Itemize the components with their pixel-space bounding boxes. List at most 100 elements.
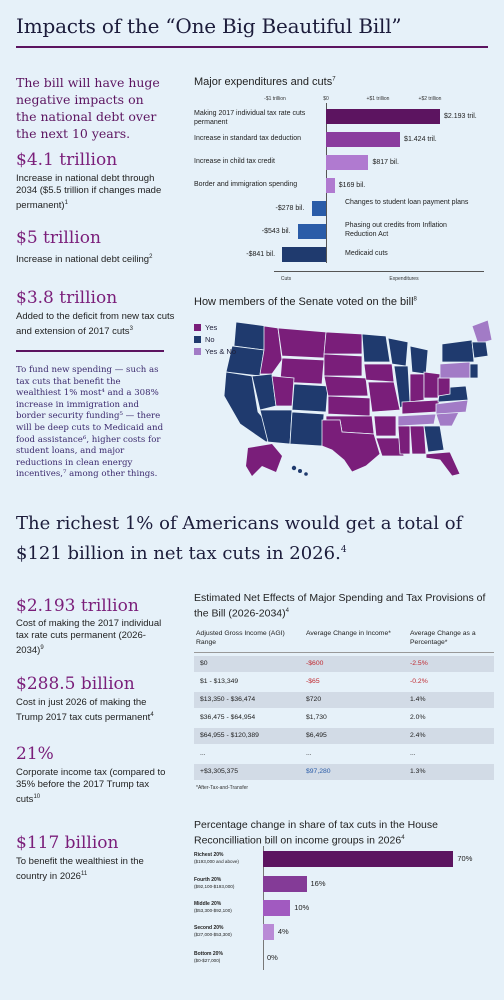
state-south-dakota [323, 353, 363, 377]
value-label-child-tax-credit: $817 bil. [372, 159, 399, 166]
table-cell: ... [306, 750, 312, 757]
share-value-label: 70% [457, 854, 473, 863]
table-header-divider [194, 652, 494, 653]
expenditures-title: Major expenditures and cuts7 [194, 76, 336, 88]
stat-debt-value: $4.1 trillion [16, 150, 118, 170]
state-pennsylvania [439, 361, 471, 379]
table-row: +$3,305,375 $97,280 1.3% [194, 764, 494, 780]
state-colorado [291, 383, 329, 413]
share-value-label: 0% [267, 953, 278, 962]
row-label-child-tax-credit: Increase in child tax credit [194, 158, 275, 165]
row-label-medicaid-cuts: Medicaid cuts [345, 250, 388, 257]
table-cell: $6,495 [306, 732, 327, 739]
legend-label-no: No [205, 335, 215, 344]
share-value-label: 10% [294, 903, 310, 912]
legend-item-yes-and-no: Yes & No [194, 347, 236, 356]
stat-deficit-value: $3.8 trillion [16, 288, 118, 308]
title-divider [16, 46, 488, 48]
table-cell: ... [200, 750, 206, 757]
bar-child-tax-credit [326, 155, 369, 170]
table-cell: ... [410, 750, 416, 757]
state-arkansas [373, 415, 397, 437]
state-iowa [363, 363, 395, 383]
table-cell: $97,280 [306, 768, 331, 775]
state-hawaii [291, 465, 297, 471]
table-cell: 2.0% [410, 714, 426, 721]
share-value-label: 4% [277, 927, 289, 936]
state-louisiana [375, 437, 405, 457]
column-header-percent-change: Average Change as a Percentage* [410, 630, 476, 646]
row-label-inflation-reduction-act: Phasing out credits from Inflation Reduc… [345, 222, 447, 238]
table-row: $0 -$600 -2.5% [194, 656, 494, 672]
table-cell: -0.2% [410, 678, 428, 685]
stat-ceiling-value: $5 trillion [16, 228, 101, 248]
table-row: $36,475 - $64,954 $1,730 2.0% [194, 710, 494, 726]
stat-permanent-cost-desc: Cost of making the 2017 individual tax r… [16, 618, 162, 657]
bar-border-spending [326, 178, 335, 193]
state-washington [233, 321, 267, 351]
state-utah [271, 375, 295, 407]
state-new-england [471, 341, 489, 359]
state-alabama [409, 425, 427, 455]
value-label-inflation-reduction-act: -$543 bil. [261, 228, 291, 235]
state-maine [471, 319, 493, 345]
table-cell: $13,350 - $36,474 [200, 696, 256, 703]
state-new-mexico [289, 411, 325, 447]
row-label-student-loans: Changes to student loan payment plans [345, 199, 469, 206]
state-indiana [409, 373, 425, 403]
table-cell: 1.3% [410, 768, 426, 775]
state-nebraska [323, 375, 369, 397]
value-label-standard-deduction: $1.424 tril. [404, 136, 437, 143]
tick-zero: $0 [323, 96, 329, 102]
stat-2026-cost-value: $288.5 billion [16, 674, 135, 694]
column-header-income-change: Average Change in Income* [306, 630, 391, 637]
stat-debt-desc: Increase in national debt through 2034 (… [16, 173, 162, 212]
stat-deficit-desc: Added to the deficit from new tax cuts a… [16, 311, 175, 338]
legend-label-yes: Yes [205, 323, 218, 332]
state-alaska [246, 444, 282, 476]
bar-medicaid-cuts [282, 247, 326, 262]
value-label-tax-rate-cuts: $2.193 tril. [444, 113, 477, 120]
value-label-border-spending: $169 bil. [338, 182, 366, 189]
table-row: $1 - $13,349 -$65 -0.2% [194, 674, 494, 690]
state-kentucky [401, 399, 441, 415]
table-cell: $64,955 - $120,389 [200, 732, 259, 739]
table-cell: -$65 [306, 678, 320, 685]
state-montana [277, 327, 327, 359]
share-group-label: Richest 20% ($193,000 and above) [194, 852, 239, 864]
table-cell: $36,475 - $64,954 [200, 714, 256, 721]
table-footnote: *After-Tax-and-Transfer [196, 785, 249, 791]
table-cell: $0 [200, 660, 208, 667]
column-header-agi: Adjusted Gross Income (AGI) Range [196, 630, 285, 646]
x-axis-line [274, 271, 484, 272]
bar-tax-rate-cuts [326, 109, 441, 124]
senate-legend: Yes No Yes & No [194, 323, 236, 359]
table-cell: +$3,305,375 [200, 768, 238, 775]
legend-swatch-yes [194, 324, 201, 331]
funding-text: To fund new spending — such as tax cuts … [16, 365, 164, 480]
row-label-standard-deduction: Increase in standard tax deduction [194, 135, 302, 142]
legend-label-yes-and-no: Yes & No [205, 347, 236, 356]
page-title: Impacts of the “One Big Beautiful Bill” [16, 14, 402, 38]
tick-plus-1-trillion: +$1 trillion [366, 96, 390, 102]
share-group-label: Bottom 20% ($0-$27,000) [194, 951, 223, 963]
state-wisconsin [387, 337, 409, 367]
state-florida [425, 451, 461, 476]
stat-2026-cost-desc: Cost in just 2026 of making the Trump 20… [16, 697, 154, 724]
state-new-jersey [469, 363, 479, 379]
left-divider [16, 350, 164, 352]
table-row: $64,955 - $120,389 $6,495 2.4% [194, 728, 494, 744]
table-cell: 2.4% [410, 732, 426, 739]
bar-inflation-reduction-act [297, 224, 326, 239]
table-row: ......... [194, 746, 494, 762]
state-texas [321, 419, 381, 473]
table-cell: -2.5% [410, 660, 428, 667]
state-new-york [441, 339, 475, 363]
share-group-label: Fourth 20% ($92,100-$193,000) [194, 877, 235, 889]
state-tennessee [397, 413, 437, 427]
stat-permanent-cost-value: $2.193 trillion [16, 596, 139, 616]
table-cell: -$600 [306, 660, 324, 667]
net-effects-title: Estimated Net Effects of Major Spending … [194, 592, 486, 620]
axis-caption-cuts: Cuts [280, 276, 292, 282]
stat-ceiling-desc: Increase in national debt ceiling2 [16, 254, 153, 266]
